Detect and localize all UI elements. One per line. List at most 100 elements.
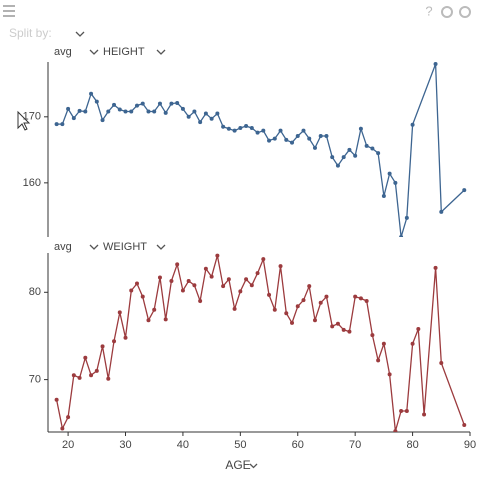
point xyxy=(226,277,231,282)
point xyxy=(307,284,312,289)
point xyxy=(203,111,208,116)
point xyxy=(439,361,444,366)
point xyxy=(134,103,139,108)
point xyxy=(370,146,375,151)
point xyxy=(100,344,105,349)
point xyxy=(353,294,358,299)
split-by-caret[interactable] xyxy=(75,31,85,37)
point xyxy=(106,109,111,114)
menu-icon[interactable] xyxy=(3,5,15,17)
point xyxy=(267,138,272,143)
point xyxy=(89,91,94,96)
y-tick-label: 160 xyxy=(23,177,41,189)
point xyxy=(399,409,404,414)
point xyxy=(439,209,444,214)
point xyxy=(376,151,381,156)
x-axis-caret[interactable] xyxy=(249,463,258,469)
point xyxy=(358,126,363,131)
point xyxy=(347,329,352,334)
point xyxy=(175,262,180,267)
point xyxy=(215,253,220,258)
point xyxy=(192,283,197,288)
point xyxy=(146,318,151,323)
point xyxy=(71,116,76,121)
point xyxy=(94,99,99,104)
point xyxy=(261,257,266,262)
point xyxy=(186,278,191,283)
point xyxy=(364,299,369,304)
plot xyxy=(54,61,467,237)
point xyxy=(94,368,99,373)
point xyxy=(324,133,329,138)
point xyxy=(198,299,203,304)
measure-caret[interactable] xyxy=(156,49,166,55)
point xyxy=(209,116,214,121)
point xyxy=(358,296,363,301)
point xyxy=(226,126,231,131)
point xyxy=(129,288,134,293)
point xyxy=(370,333,375,338)
point xyxy=(422,412,427,417)
y-tick-label: 80 xyxy=(29,286,41,298)
x-axis-label: AGE xyxy=(225,458,250,472)
point xyxy=(71,373,76,378)
cursor xyxy=(17,110,31,131)
point xyxy=(163,317,168,322)
point xyxy=(324,294,329,299)
point xyxy=(387,171,392,176)
point xyxy=(353,153,358,158)
point xyxy=(404,215,409,220)
point xyxy=(312,145,317,150)
point xyxy=(180,288,185,293)
point xyxy=(123,335,128,340)
point xyxy=(66,106,71,111)
point xyxy=(54,122,59,127)
point xyxy=(278,128,283,133)
point xyxy=(221,284,226,289)
point xyxy=(387,372,392,377)
aggregate-caret[interactable] xyxy=(89,49,99,55)
point xyxy=(335,321,340,326)
point xyxy=(66,415,71,420)
plot xyxy=(54,253,467,432)
point xyxy=(284,137,289,142)
point xyxy=(152,307,157,312)
point xyxy=(290,320,295,325)
point xyxy=(134,281,139,286)
point xyxy=(232,306,237,311)
help-icon[interactable]: ? xyxy=(425,3,432,18)
point xyxy=(249,126,254,131)
measure-caret[interactable] xyxy=(156,244,166,250)
point xyxy=(157,101,162,106)
split-by-label: Split by: xyxy=(9,26,52,40)
point xyxy=(364,143,369,148)
point xyxy=(54,397,59,402)
point xyxy=(381,341,386,346)
point xyxy=(163,110,168,115)
measure-label: HEIGHT xyxy=(103,46,145,58)
aggregate-label: avg xyxy=(54,241,72,253)
point xyxy=(393,180,398,185)
point xyxy=(330,324,335,329)
x-tick-label: 40 xyxy=(177,439,189,451)
point xyxy=(169,278,174,283)
point xyxy=(106,376,111,381)
point xyxy=(157,275,162,280)
point xyxy=(175,100,180,105)
point xyxy=(393,429,398,432)
settings-icon[interactable] xyxy=(441,6,453,18)
point xyxy=(60,426,65,431)
point xyxy=(272,307,277,312)
point xyxy=(255,130,260,135)
point xyxy=(433,61,438,66)
point xyxy=(169,101,174,106)
point xyxy=(140,101,145,106)
point xyxy=(215,111,220,116)
aggregate-caret[interactable] xyxy=(89,244,99,250)
point xyxy=(244,124,249,129)
point xyxy=(267,292,272,297)
close-icon[interactable] xyxy=(459,6,471,18)
point xyxy=(381,194,386,199)
series-line xyxy=(56,63,465,237)
point xyxy=(433,265,438,270)
